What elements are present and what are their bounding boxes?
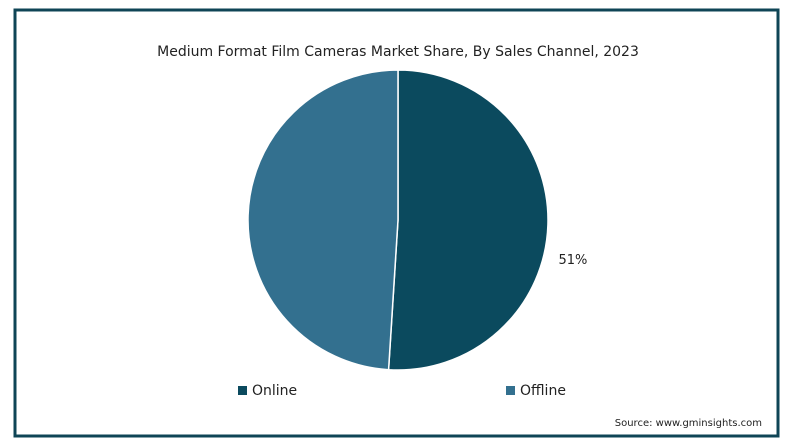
pie-slice [247, 69, 399, 371]
chart-title: Medium Format Film Cameras Market Share,… [157, 44, 639, 60]
legend-label: Online [252, 383, 297, 399]
legend-swatch [238, 386, 247, 395]
legend-label: Offline [520, 383, 566, 399]
legend-swatch [506, 386, 515, 395]
pie-slice [387, 69, 549, 371]
source-note: Source: www.gminsights.com [615, 418, 762, 429]
data-label: 51% [558, 253, 587, 268]
